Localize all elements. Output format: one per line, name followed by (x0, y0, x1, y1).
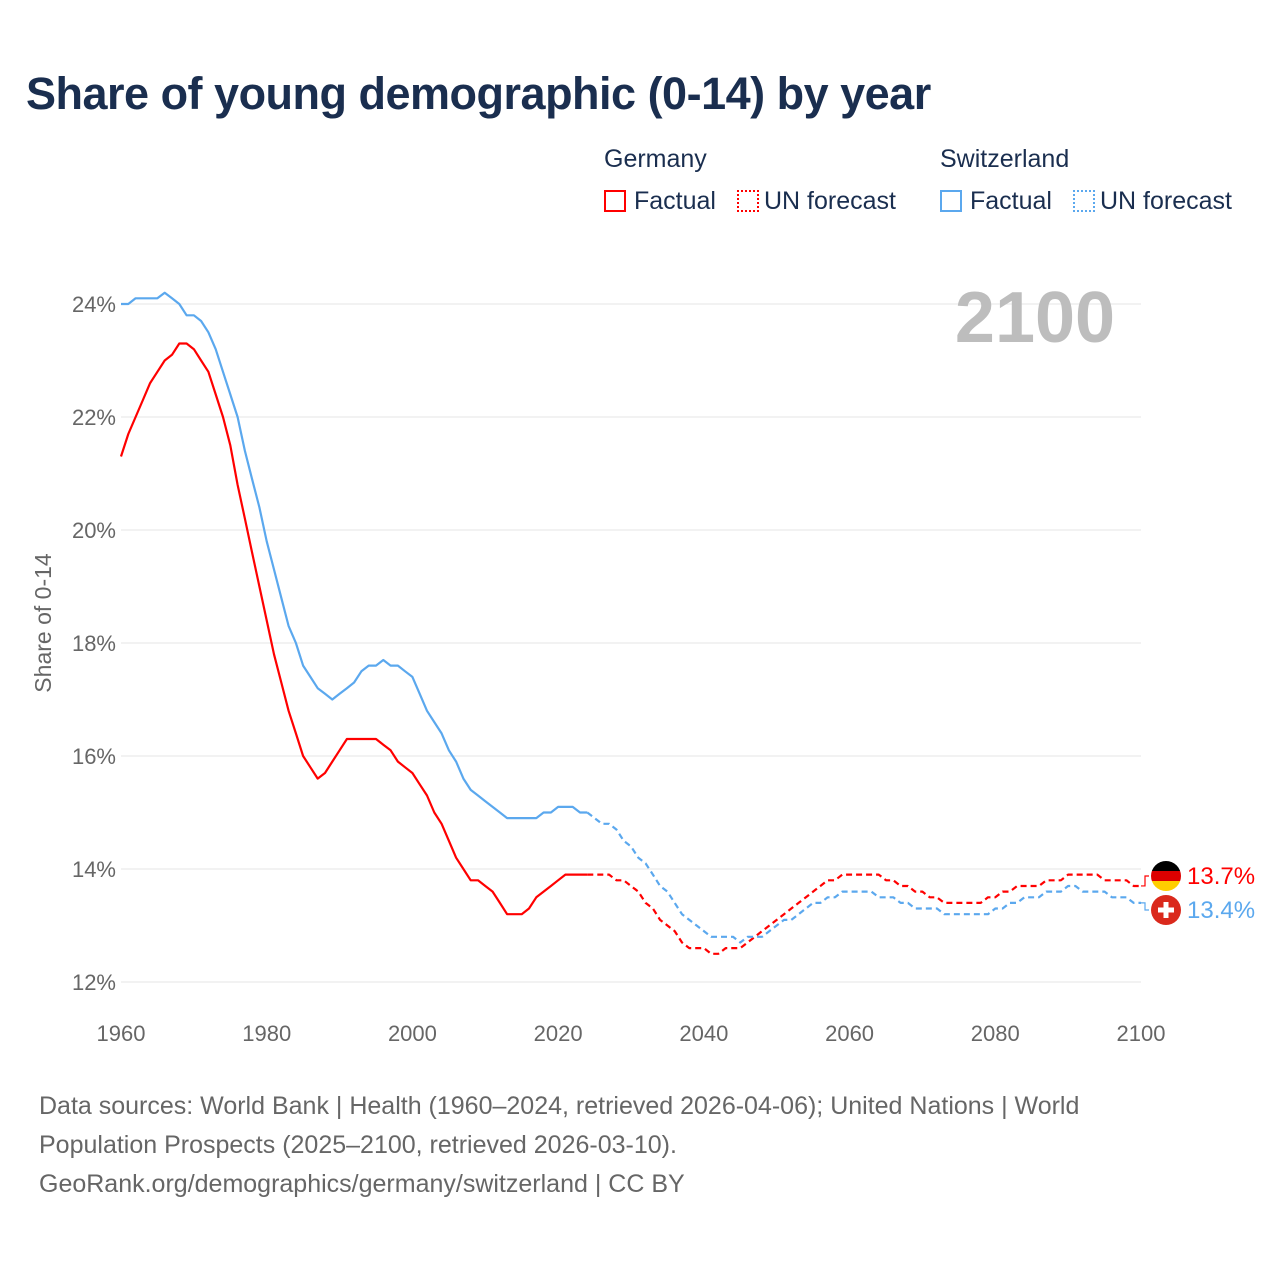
y-axis-label: Share of 0-14 (30, 553, 56, 693)
connector-line (1141, 875, 1149, 887)
legend-label: UN forecast (1100, 187, 1232, 215)
gridlines (121, 303, 1141, 983)
legend-swatch-dotted (1073, 190, 1095, 212)
y-tick-label: 24% (72, 292, 116, 317)
x-tick-label: 1980 (242, 1021, 291, 1046)
x-tick-label: 2100 (1117, 1021, 1166, 1046)
y-axis-ticks: 12% 14% 16% 18% 20% 22% 24% (72, 292, 116, 995)
year-watermark: 2100 (955, 278, 1115, 358)
legend-group-germany: Germany (604, 145, 707, 173)
line-chart: 12% 14% 16% 18% 20% 22% 24% 1960 1980 2000 2020 20… (30, 278, 1255, 1046)
end-value-label: 13.7% (1187, 863, 1255, 890)
footer: Data sources: World Bank | Health (1960–… (39, 1087, 1189, 1204)
y-tick-label: 18% (72, 631, 116, 656)
y-tick-label: 22% (72, 405, 116, 430)
germany-flag-icon (1151, 861, 1181, 891)
x-axis-ticks: 1960 1980 2000 2020 2040 2060 2080 2100 (97, 1021, 1166, 1046)
chart-title: Share of young demographic (0-14) by yea… (26, 68, 931, 119)
legend-group-switzerland: Switzerland (940, 145, 1070, 173)
end-value-label: 13.4% (1187, 897, 1255, 924)
switzerland-flag-icon (1151, 895, 1181, 925)
y-tick-label: 20% (72, 518, 116, 543)
y-tick-label: 16% (72, 744, 116, 769)
legend-swatch-solid (940, 190, 962, 212)
legend-label: Factual (634, 187, 716, 215)
x-tick-label: 2060 (825, 1021, 874, 1046)
x-tick-label: 2040 (679, 1021, 728, 1046)
end-labels: 13.7% 13.4% (1141, 861, 1255, 925)
legend-switzerland-factual[interactable]: Factual (940, 187, 1052, 216)
connector-line (1141, 902, 1149, 911)
series-line-germany-factual (119, 342, 588, 916)
legend-germany-forecast[interactable]: UN forecast (737, 187, 896, 216)
series-line-germany-un-forecast (587, 873, 1141, 955)
y-tick-label: 12% (72, 970, 116, 995)
legend-label: Factual (970, 187, 1052, 215)
legend-swatch-dotted (737, 190, 759, 212)
legend-swatch-solid (604, 190, 626, 212)
x-tick-label: 2080 (971, 1021, 1020, 1046)
series-line-switzerland-factual (121, 291, 588, 820)
x-tick-label: 1960 (97, 1021, 146, 1046)
series-line-switzerland-un-forecast (586, 811, 1141, 944)
legend-germany-factual[interactable]: Factual (604, 187, 716, 216)
series-lines (119, 291, 1141, 955)
legend-switzerland-forecast[interactable]: UN forecast (1073, 187, 1232, 216)
legend-label: UN forecast (764, 187, 896, 215)
data-sources: Data sources: World Bank | Health (1960–… (39, 1092, 1080, 1159)
x-tick-label: 2020 (534, 1021, 583, 1046)
x-tick-label: 2000 (388, 1021, 437, 1046)
attribution-link[interactable]: GeoRank.org/demographics/germany/switzer… (39, 1170, 685, 1198)
y-tick-label: 14% (72, 857, 116, 882)
